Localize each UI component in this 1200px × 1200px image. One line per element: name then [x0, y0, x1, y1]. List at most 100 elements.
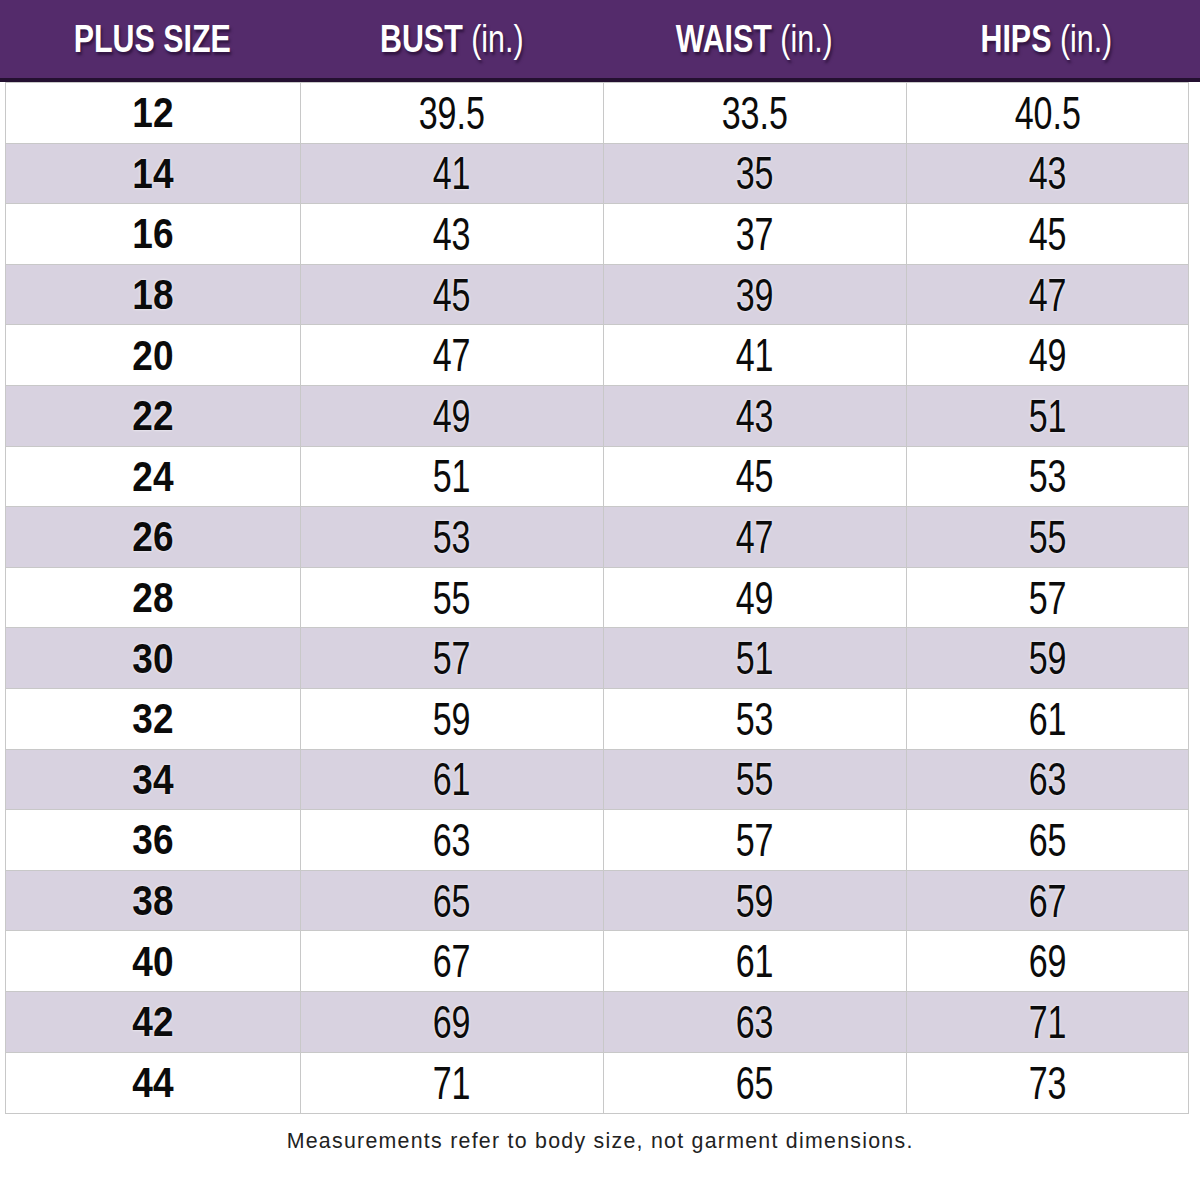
cell-waist: 57 — [604, 810, 907, 870]
cell-bust: 67 — [301, 931, 604, 991]
cell-waist: 39 — [604, 265, 907, 325]
table-row: 14 41 35 43 — [6, 144, 1188, 205]
table-row: 12 39.5 33.5 40.5 — [6, 83, 1188, 144]
column-header-label: BUST — [380, 18, 463, 60]
cell-bust: 63 — [301, 810, 604, 870]
cell-bust: 69 — [301, 992, 604, 1052]
cell-hips: 55 — [907, 507, 1188, 567]
cell-bust: 65 — [301, 871, 604, 931]
cell-waist: 53 — [604, 689, 907, 749]
cell-waist: 49 — [604, 568, 907, 628]
column-header-unit: (in.) — [1060, 18, 1112, 60]
table-row: 42 69 63 71 — [6, 992, 1188, 1053]
cell-waist: 65 — [604, 1053, 907, 1114]
cell-size: 14 — [6, 144, 301, 204]
footnote: Measurements refer to body size, not gar… — [287, 1128, 914, 1154]
table-row: 44 71 65 73 — [6, 1053, 1188, 1114]
cell-bust: 59 — [301, 689, 604, 749]
table-row: 22 49 43 51 — [6, 386, 1188, 447]
cell-hips: 40.5 — [907, 83, 1188, 143]
column-header-plus-size: PLUS SIZE — [5, 0, 300, 78]
cell-waist: 55 — [604, 750, 907, 810]
cell-hips: 73 — [907, 1053, 1188, 1114]
table-row: 30 57 51 59 — [6, 628, 1188, 689]
table-row: 36 63 57 65 — [6, 810, 1188, 871]
table-row: 40 67 61 69 — [6, 931, 1188, 992]
cell-hips: 43 — [907, 144, 1188, 204]
cell-waist: 51 — [604, 628, 907, 688]
cell-bust: 43 — [301, 204, 604, 264]
cell-size: 18 — [6, 265, 301, 325]
cell-bust: 71 — [301, 1053, 604, 1114]
cell-hips: 45 — [907, 204, 1188, 264]
cell-hips: 59 — [907, 628, 1188, 688]
cell-waist: 43 — [604, 386, 907, 446]
table-body: 12 39.5 33.5 40.5 14 41 35 43 16 43 37 4… — [5, 82, 1189, 1114]
cell-waist: 61 — [604, 931, 907, 991]
table-row: 34 61 55 63 — [6, 750, 1188, 811]
cell-waist: 33.5 — [604, 83, 907, 143]
column-header-waist: WAIST (in.) — [603, 0, 906, 78]
cell-bust: 49 — [301, 386, 604, 446]
cell-hips: 51 — [907, 386, 1188, 446]
column-header-unit: (in.) — [471, 18, 523, 60]
cell-size: 28 — [6, 568, 301, 628]
cell-bust: 47 — [301, 325, 604, 385]
table-row: 24 51 45 53 — [6, 447, 1188, 508]
cell-waist: 47 — [604, 507, 907, 567]
table-row: 16 43 37 45 — [6, 204, 1188, 265]
cell-waist: 45 — [604, 447, 907, 507]
cell-hips: 63 — [907, 750, 1188, 810]
cell-size: 24 — [6, 447, 301, 507]
cell-size: 12 — [6, 83, 301, 143]
cell-hips: 69 — [907, 931, 1188, 991]
cell-bust: 51 — [301, 447, 604, 507]
cell-hips: 65 — [907, 810, 1188, 870]
cell-bust: 55 — [301, 568, 604, 628]
cell-size: 22 — [6, 386, 301, 446]
cell-size: 26 — [6, 507, 301, 567]
cell-hips: 47 — [907, 265, 1188, 325]
cell-size: 44 — [6, 1053, 301, 1114]
table-row: 18 45 39 47 — [6, 265, 1188, 326]
cell-size: 42 — [6, 992, 301, 1052]
cell-bust: 45 — [301, 265, 604, 325]
size-chart: PLUS SIZE BUST (in.) WAIST (in.) HIPS (i… — [0, 0, 1200, 1200]
cell-bust: 41 — [301, 144, 604, 204]
table-row: 26 53 47 55 — [6, 507, 1188, 568]
cell-hips: 49 — [907, 325, 1188, 385]
cell-bust: 61 — [301, 750, 604, 810]
column-header-label: PLUS SIZE — [74, 18, 231, 60]
cell-hips: 61 — [907, 689, 1188, 749]
table-row: 20 47 41 49 — [6, 325, 1188, 386]
cell-waist: 35 — [604, 144, 907, 204]
cell-hips: 57 — [907, 568, 1188, 628]
cell-bust: 53 — [301, 507, 604, 567]
cell-size: 36 — [6, 810, 301, 870]
table-header: PLUS SIZE BUST (in.) WAIST (in.) HIPS (i… — [0, 0, 1200, 82]
cell-waist: 63 — [604, 992, 907, 1052]
cell-bust: 57 — [301, 628, 604, 688]
footnote-container: Measurements refer to body size, not gar… — [0, 1128, 1200, 1154]
cell-size: 32 — [6, 689, 301, 749]
table-row: 28 55 49 57 — [6, 568, 1188, 629]
cell-size: 38 — [6, 871, 301, 931]
column-header-label: WAIST — [676, 18, 772, 60]
table-row: 38 65 59 67 — [6, 871, 1188, 932]
cell-hips: 71 — [907, 992, 1188, 1052]
cell-waist: 37 — [604, 204, 907, 264]
cell-size: 20 — [6, 325, 301, 385]
table-row: 32 59 53 61 — [6, 689, 1188, 750]
column-header-unit: (in.) — [781, 18, 833, 60]
cell-hips: 53 — [907, 447, 1188, 507]
cell-waist: 59 — [604, 871, 907, 931]
column-header-hips: HIPS (in.) — [906, 0, 1186, 78]
cell-size: 40 — [6, 931, 301, 991]
column-header-label: HIPS — [980, 18, 1051, 60]
cell-size: 30 — [6, 628, 301, 688]
cell-size: 16 — [6, 204, 301, 264]
cell-bust: 39.5 — [301, 83, 604, 143]
cell-hips: 67 — [907, 871, 1188, 931]
column-header-bust: BUST (in.) — [300, 0, 603, 78]
cell-waist: 41 — [604, 325, 907, 385]
